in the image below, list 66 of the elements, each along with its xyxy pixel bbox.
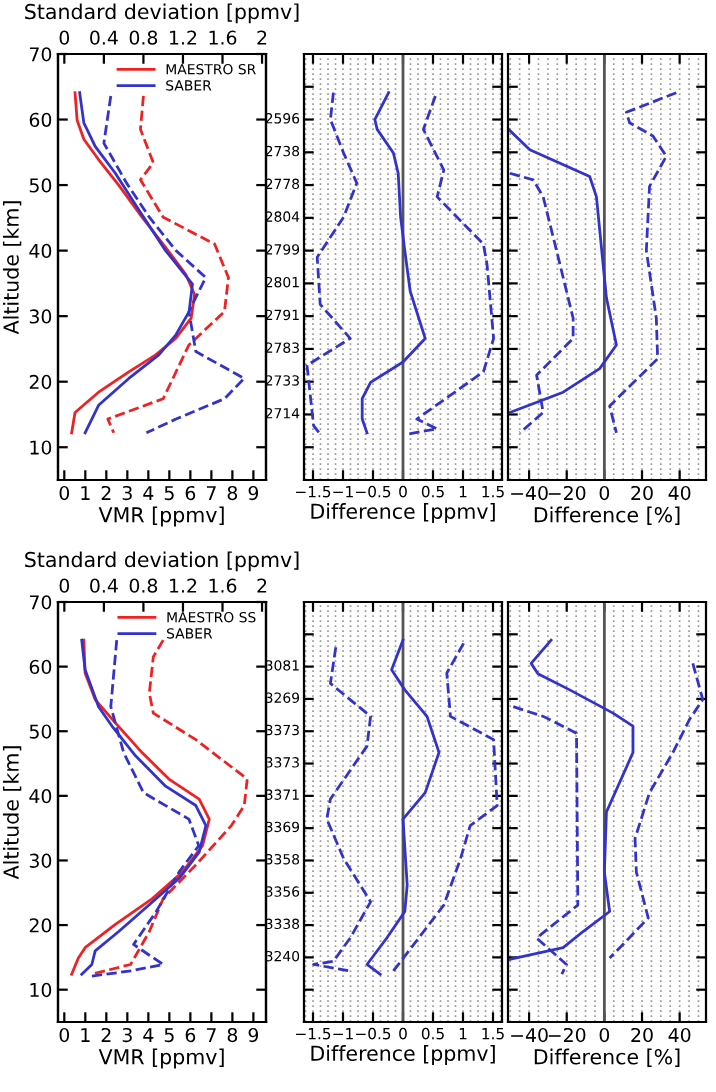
x-axis-title: Difference [ppmv]	[311, 503, 495, 524]
y-tick-label: 20	[29, 918, 52, 933]
y-tick-label: 40	[29, 789, 52, 804]
x-tick-label: 5	[164, 1028, 174, 1043]
x2-tick-label: 0	[59, 30, 70, 45]
x-tick-label: 1	[81, 1028, 90, 1042]
x-tick-label: 6	[185, 485, 196, 501]
x-tick-label: 8	[227, 485, 238, 501]
x2-axis-title: Standard deviation [ppmv]	[25, 551, 299, 572]
x-axis-title: VMR [ppmv]	[98, 506, 224, 527]
x2-axis-title: Standard deviation [ppmv]	[25, 3, 299, 24]
y-axis-title: Altitude [km]	[2, 201, 22, 335]
x-tick-label: 20	[631, 485, 653, 501]
x-tick-label: −20	[548, 485, 586, 501]
x2-tick-label: 0.4	[90, 30, 118, 45]
y-tick-label: 70	[29, 595, 52, 610]
x-axis-title: Difference [%]	[534, 506, 680, 525]
x-tick-label: −20	[548, 1027, 586, 1043]
x-tick-label: 40	[668, 485, 691, 501]
y-tick-label: 60	[29, 659, 52, 675]
x-tick-label: 0	[59, 1027, 70, 1043]
x2-tick-label: 0	[59, 578, 70, 593]
x2-tick-label: 1.2	[170, 30, 197, 45]
y-tick-label: 70	[29, 47, 52, 62]
y-tick-label: 30	[29, 853, 52, 868]
x2-tick-label: 1.2	[170, 578, 197, 593]
x2-tick-label: 2	[257, 30, 267, 45]
y-tick-label: 50	[29, 178, 52, 193]
x-tick-label: 6	[185, 1027, 196, 1043]
x-tick-label: 7	[206, 486, 216, 500]
y-axis-title: Altitude [km]	[2, 746, 22, 880]
x2-tick-label: 0.8	[129, 578, 158, 593]
x-tick-label: 3	[122, 485, 132, 501]
x-tick-label: 0	[59, 485, 70, 501]
y-tick-label: 10	[30, 982, 52, 998]
x-tick-label: 7	[206, 1028, 216, 1042]
x-tick-label: 0	[599, 485, 610, 501]
x2-tick-label: 2	[257, 578, 267, 593]
x-tick-label: −40	[511, 1027, 548, 1043]
x-tick-label: 0	[599, 1027, 610, 1043]
x2-tick-label: 0.4	[90, 578, 118, 593]
x-axis-title: VMR [ppmv]	[98, 1048, 224, 1069]
y-tick-label: 10	[30, 440, 52, 455]
x-tick-label: 8	[227, 1027, 238, 1043]
x-tick-label: 4	[143, 486, 154, 500]
x-tick-label: 40	[668, 1027, 691, 1043]
x-tick-label: 1	[81, 486, 90, 500]
x-tick-label: 20	[631, 1027, 653, 1043]
x-tick-label: 2	[101, 1027, 111, 1042]
y-tick-label: 30	[29, 309, 52, 324]
y-tick-label: 60	[29, 112, 52, 127]
y-tick-label: 20	[29, 374, 52, 390]
x-axis-title: Difference [ppmv]	[311, 1045, 495, 1066]
x2-tick-label: 1.6	[209, 578, 237, 593]
x-tick-label: 4	[143, 1028, 154, 1042]
x-tick-label: −40	[511, 485, 548, 501]
x-tick-label: 3	[122, 1027, 132, 1043]
x-tick-label: 2	[101, 485, 111, 500]
x-axis-title: Difference [%]	[534, 1048, 680, 1067]
y-tick-label: 40	[29, 243, 52, 259]
y-tick-label: 50	[29, 724, 52, 739]
x-tick-label: 9	[248, 485, 259, 501]
x-tick-label: 5	[164, 486, 174, 501]
x-tick-label: 9	[248, 1027, 259, 1043]
x2-tick-label: 0.8	[129, 30, 158, 45]
x2-tick-label: 1.6	[209, 30, 237, 45]
